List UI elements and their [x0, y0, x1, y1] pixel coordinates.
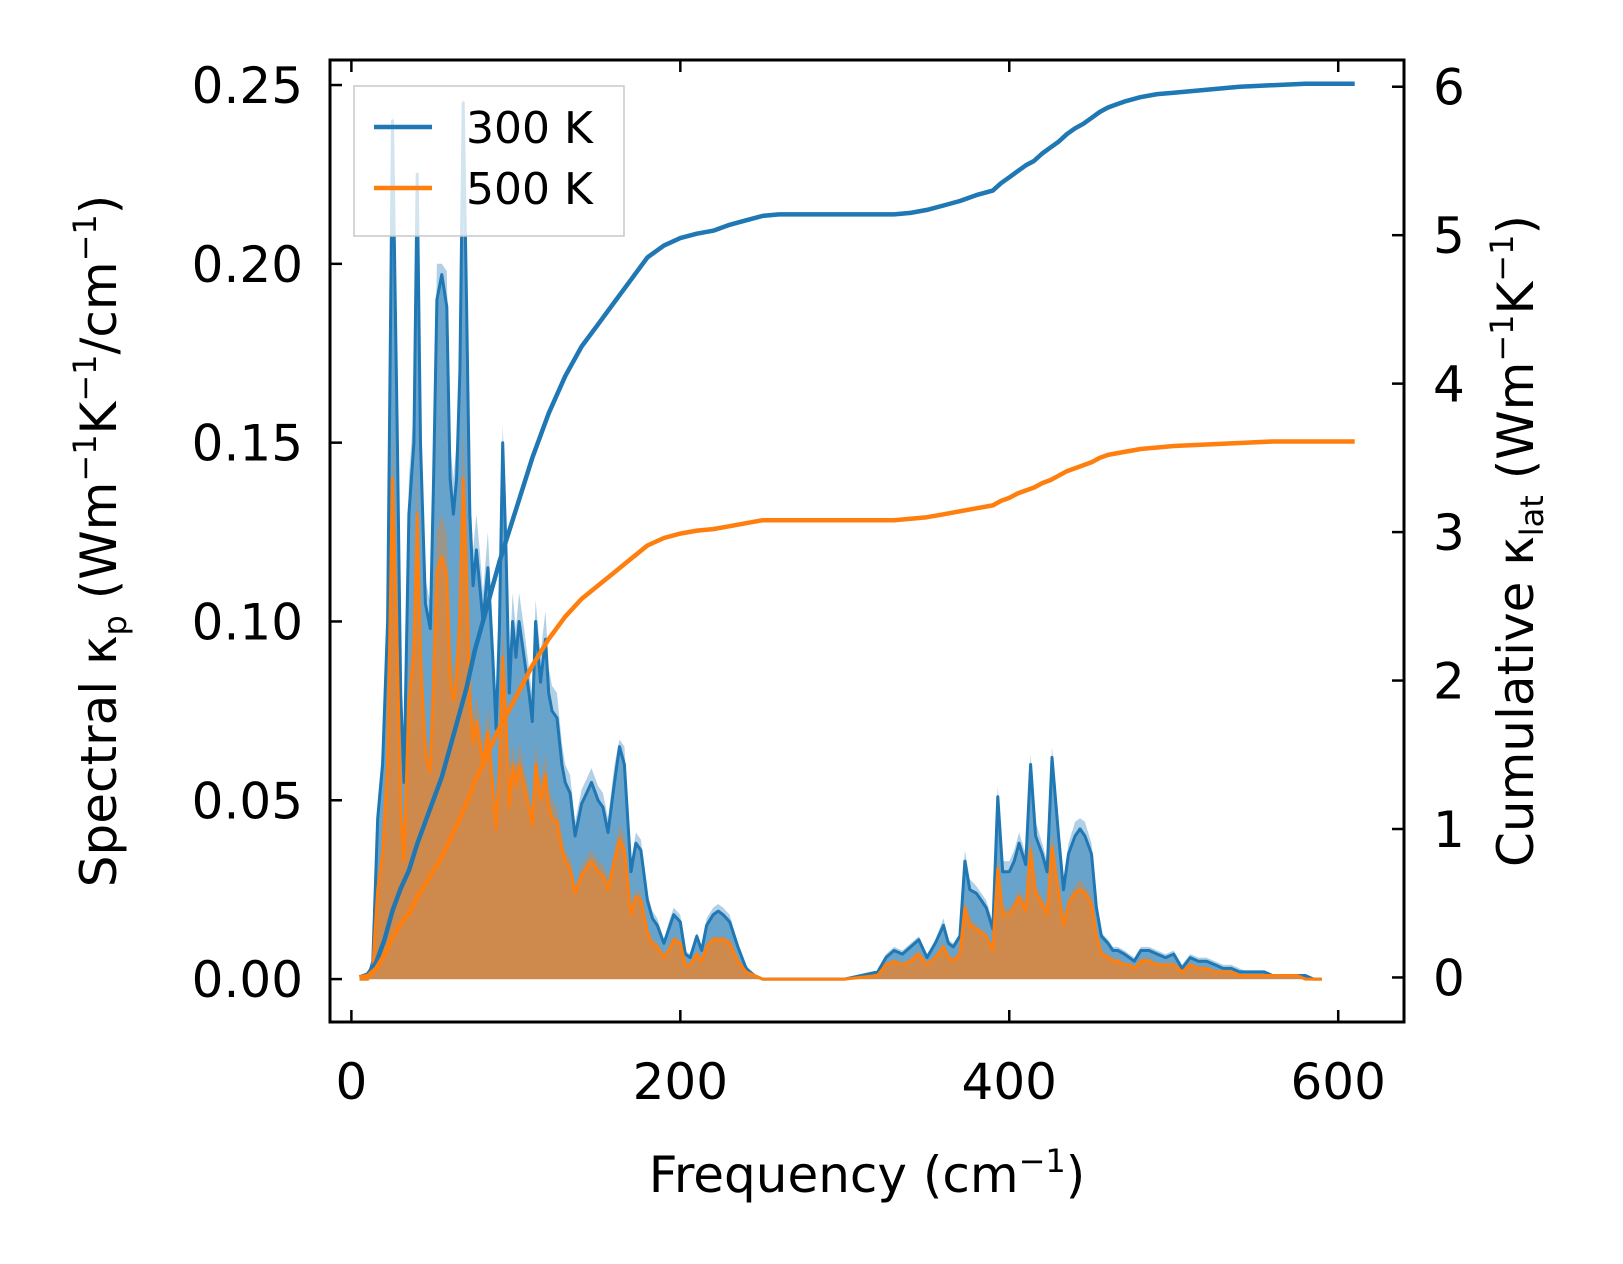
y-right-tick-label: 4 [1433, 356, 1465, 414]
cumulative-line-500k [359, 439, 1355, 980]
y-right-tick-label: 1 [1433, 801, 1465, 859]
x-tick-label: 200 [633, 1053, 728, 1111]
legend-box [353, 85, 625, 237]
spectral-band-500k [359, 428, 1322, 980]
series-layer [358, 81, 1355, 981]
y-right-tick-label: 5 [1433, 207, 1465, 265]
y-left-tick-label: 0.20 [192, 236, 303, 294]
y-right-tick-label: 2 [1433, 653, 1465, 711]
legend-label-500k: 500 K [466, 164, 594, 215]
x-tick-label: 400 [962, 1053, 1057, 1111]
ticks-layer: 0 200 400 600 0.00 0.05 0.10 0.15 0.20 0.25 0 1 2 3 4 5… [192, 57, 1465, 1111]
legend-label-300k: 300 K [466, 103, 594, 154]
x-axis-label: Frequency (cm−1) [649, 1142, 1086, 1204]
y-left-tick-label: 0.05 [192, 772, 303, 830]
spectral-line-500k [359, 476, 1322, 981]
legend: 300 K 500 K [353, 85, 625, 237]
y-left-tick-label: 0.00 [192, 951, 303, 1009]
y-right-tick-label: 0 [1433, 949, 1465, 1007]
y-axis-left-label: Spectral κp (Wm−1K−1/cm−1) [66, 195, 134, 888]
spectral-area-500k [359, 478, 1322, 980]
y-right-tick-label: 3 [1433, 504, 1465, 562]
plot-frame [328, 58, 1406, 1024]
y-left-tick-label: 0.15 [192, 415, 303, 473]
spectral-line-300k [359, 101, 1322, 981]
y-right-tick-label: 6 [1433, 59, 1465, 117]
x-tick-label: 0 [335, 1053, 367, 1111]
y-left-tick-label: 0.10 [192, 593, 303, 651]
x-tick-label: 600 [1290, 1053, 1385, 1111]
y-left-tick-label: 0.25 [192, 57, 303, 115]
y-axis-right-label: Cumulative κlat (Wm−1K−1) [1483, 215, 1551, 867]
cumulative-line-300k [358, 81, 1355, 980]
